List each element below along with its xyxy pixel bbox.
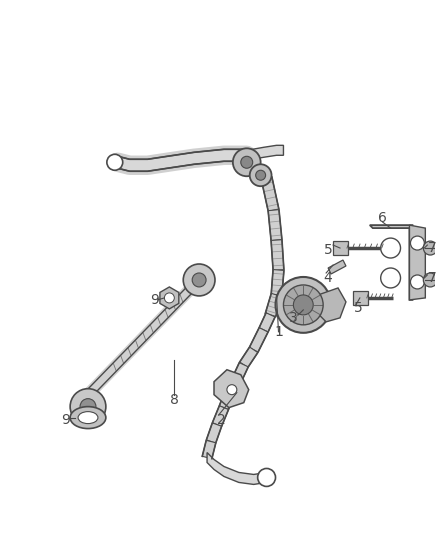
Text: 5: 5 <box>353 301 362 315</box>
Circle shape <box>381 238 400 258</box>
Ellipse shape <box>70 407 106 429</box>
Circle shape <box>233 148 261 176</box>
Polygon shape <box>261 177 279 211</box>
Polygon shape <box>247 146 283 160</box>
Circle shape <box>256 170 265 180</box>
Text: 3: 3 <box>289 311 298 325</box>
Ellipse shape <box>78 411 98 424</box>
Text: 4: 4 <box>324 271 332 285</box>
Polygon shape <box>265 293 282 317</box>
Polygon shape <box>232 362 248 382</box>
Polygon shape <box>370 225 413 300</box>
FancyBboxPatch shape <box>333 241 348 255</box>
Circle shape <box>410 236 424 250</box>
Polygon shape <box>271 240 284 270</box>
Text: 1: 1 <box>274 325 283 339</box>
Circle shape <box>183 264 215 296</box>
Circle shape <box>250 164 272 186</box>
Text: 2: 2 <box>216 413 225 426</box>
Polygon shape <box>240 347 258 368</box>
Circle shape <box>424 273 437 287</box>
Polygon shape <box>202 440 216 459</box>
Circle shape <box>410 275 424 289</box>
Text: 9: 9 <box>61 413 70 426</box>
Text: 7: 7 <box>428 241 437 255</box>
Text: 9: 9 <box>150 293 159 307</box>
Polygon shape <box>206 423 222 443</box>
Circle shape <box>70 389 106 425</box>
Circle shape <box>381 268 400 288</box>
Text: 8: 8 <box>170 393 179 407</box>
Text: 7: 7 <box>428 271 437 285</box>
Polygon shape <box>118 149 247 171</box>
Polygon shape <box>249 328 268 352</box>
Circle shape <box>107 154 123 170</box>
Text: 6: 6 <box>378 211 387 225</box>
Text: 5: 5 <box>324 243 332 257</box>
Polygon shape <box>259 313 275 332</box>
Polygon shape <box>214 370 249 408</box>
Polygon shape <box>212 406 229 426</box>
FancyBboxPatch shape <box>353 291 368 305</box>
Circle shape <box>258 469 276 487</box>
Polygon shape <box>268 209 282 240</box>
Circle shape <box>164 293 174 303</box>
Circle shape <box>293 295 313 315</box>
Polygon shape <box>85 277 202 398</box>
Polygon shape <box>160 287 179 309</box>
Circle shape <box>241 156 253 168</box>
Circle shape <box>80 399 96 415</box>
Circle shape <box>227 385 237 394</box>
Circle shape <box>276 277 331 333</box>
Polygon shape <box>207 453 267 484</box>
Circle shape <box>192 273 206 287</box>
Polygon shape <box>219 388 236 409</box>
Polygon shape <box>410 225 425 300</box>
Polygon shape <box>328 260 346 274</box>
Polygon shape <box>271 270 284 295</box>
Circle shape <box>283 285 323 325</box>
Polygon shape <box>314 288 346 322</box>
Polygon shape <box>226 377 241 392</box>
Circle shape <box>424 241 437 255</box>
